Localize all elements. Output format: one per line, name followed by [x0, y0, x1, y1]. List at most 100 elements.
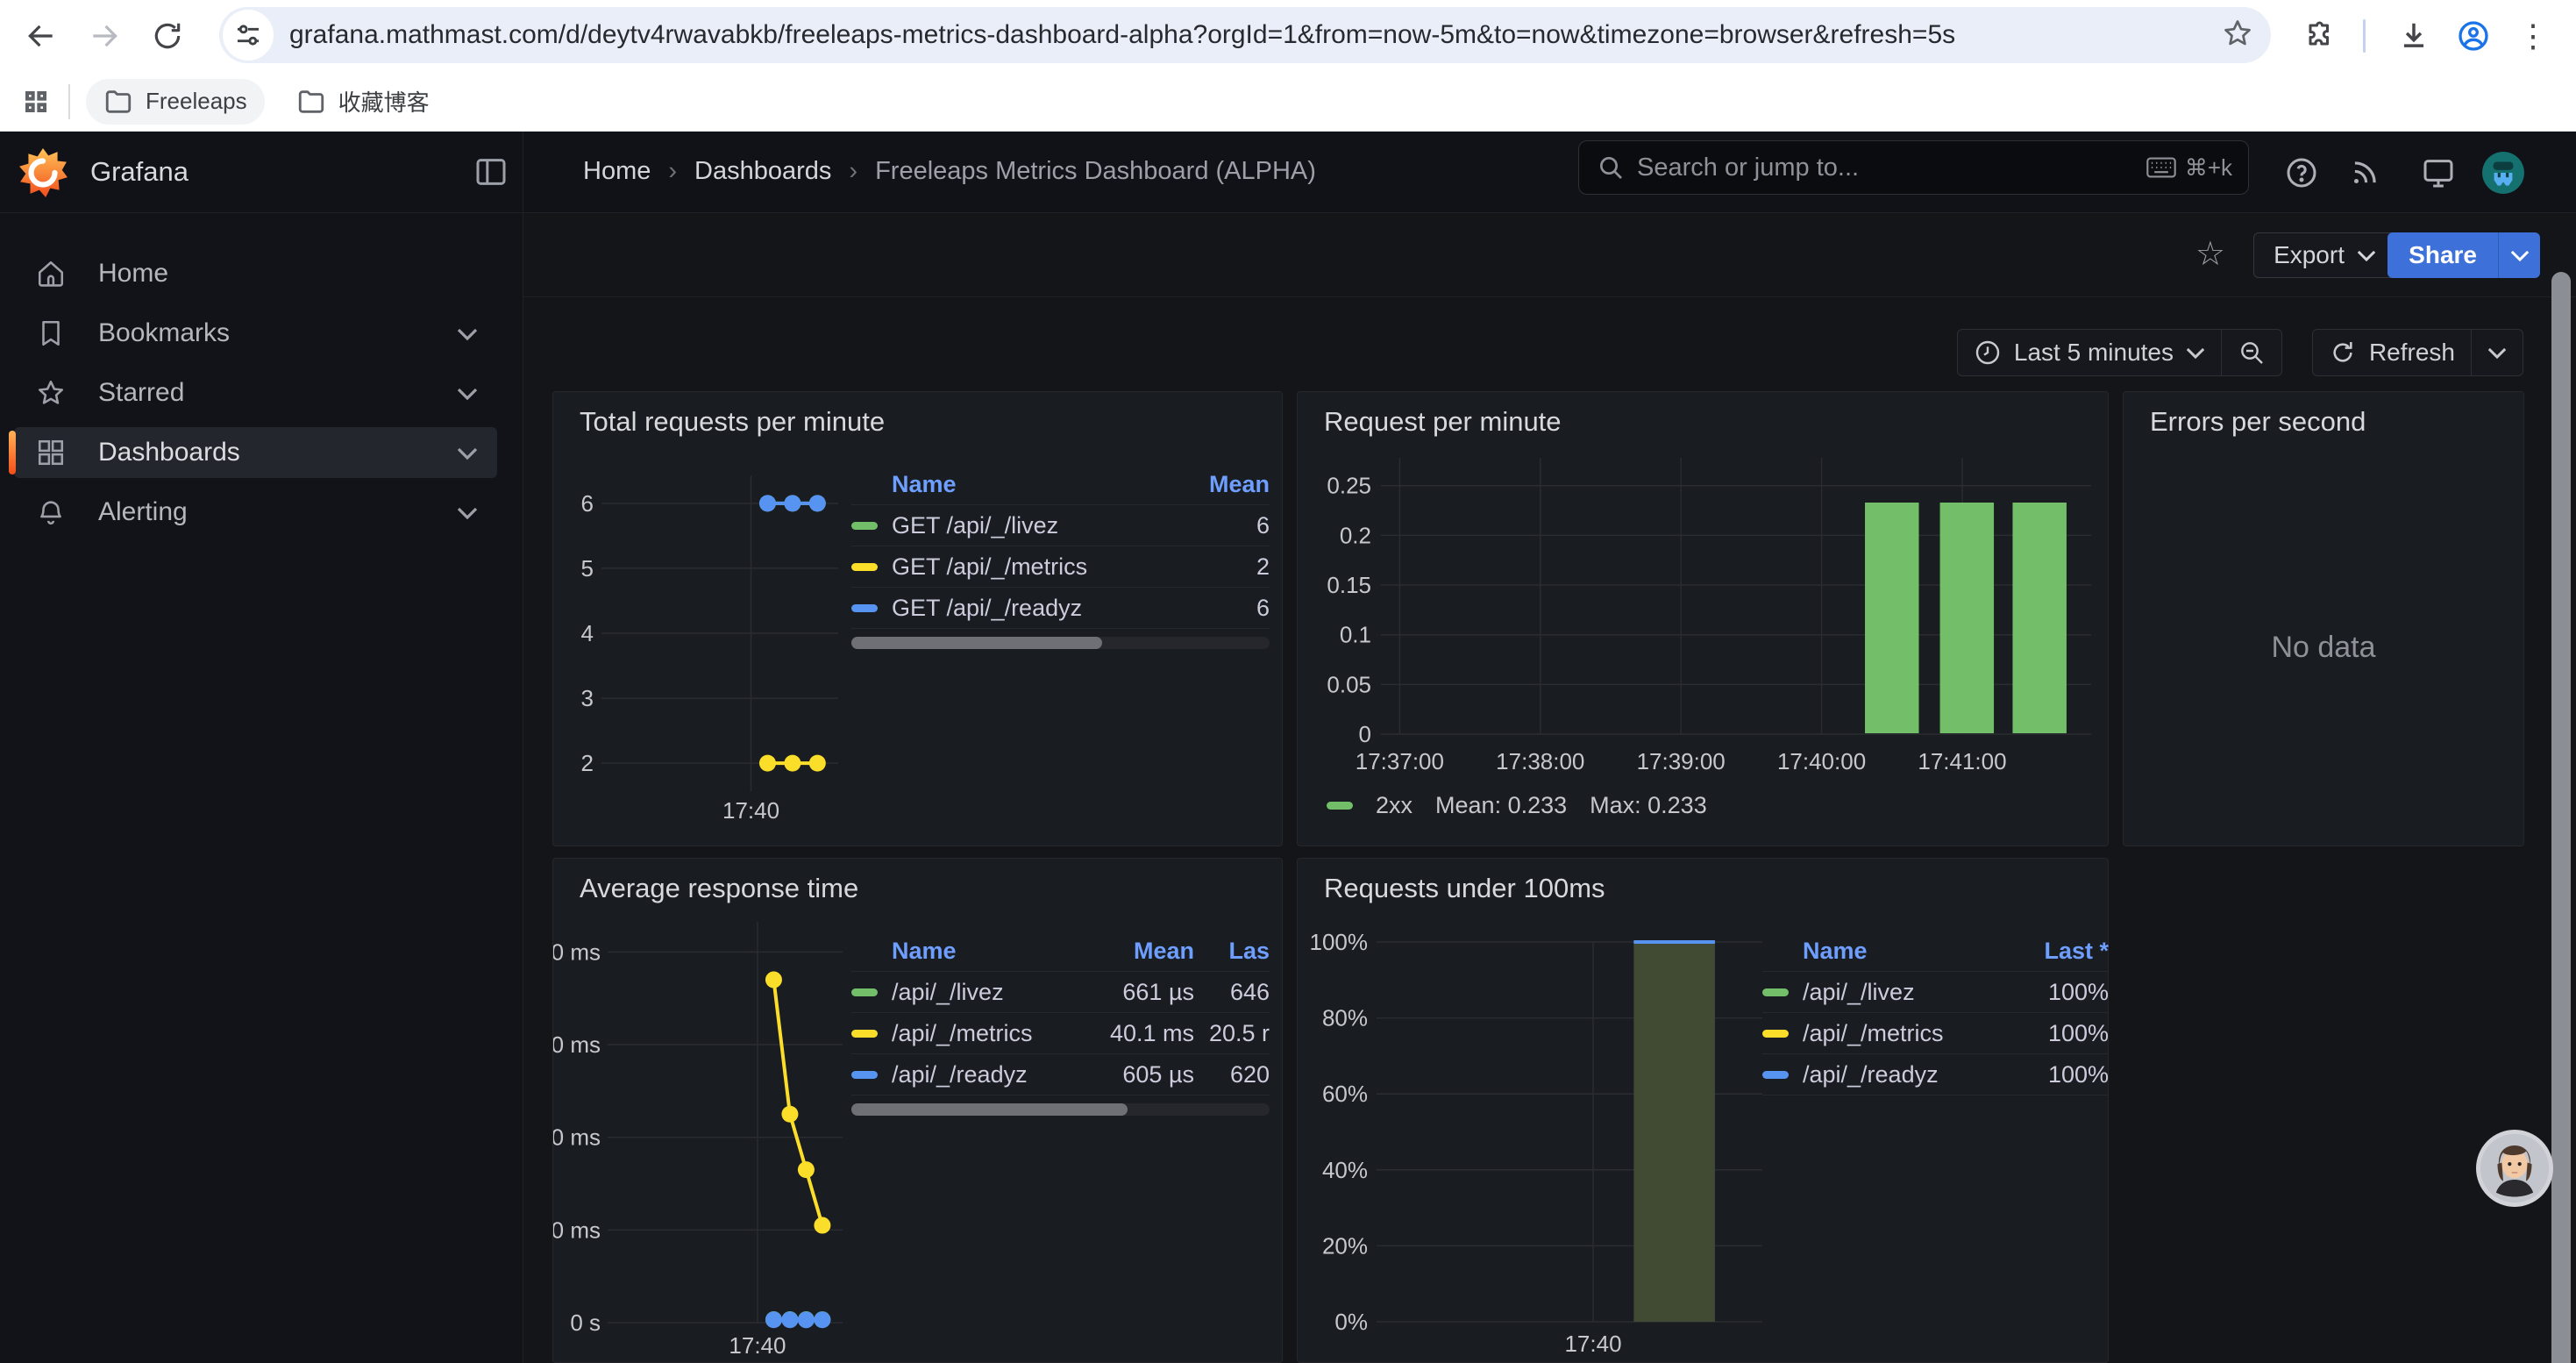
forward-button[interactable] — [81, 12, 128, 60]
breadcrumb-home[interactable]: Home — [583, 157, 651, 186]
breadcrumb-dashboards[interactable]: Dashboards — [694, 157, 831, 186]
chevron-down-icon — [2487, 346, 2507, 360]
legend-row[interactable]: /api/_/readyz 605 µs 620 — [851, 1054, 1270, 1095]
svg-text:100%: 100% — [1310, 929, 1369, 955]
url-bar[interactable]: grafana.mathmast.com/d/deytv4rwavabkb/fr… — [219, 7, 2271, 63]
svg-text:0 s: 0 s — [570, 1309, 601, 1336]
time-range-picker[interactable]: Last 5 minutes — [1957, 329, 2282, 376]
sidebar-item-home[interactable]: Home — [14, 248, 497, 299]
legend-col-name[interactable]: Name — [892, 471, 1182, 498]
legend-line[interactable]: 2xx Mean: 0.233 Max: 0.233 — [1327, 792, 1707, 819]
profile-icon[interactable] — [2450, 12, 2497, 60]
time-range-button[interactable]: Last 5 minutes — [1958, 330, 2221, 375]
downloads-icon[interactable] — [2390, 12, 2437, 60]
legend-col-last[interactable]: Last * — [2003, 938, 2109, 965]
legend-scrollbar[interactable] — [851, 1103, 1270, 1116]
legend-row[interactable]: /api/_/metrics 40.1 ms 20.5 r — [851, 1013, 1270, 1054]
toolbar-divider — [2363, 19, 2366, 53]
chevron-down-icon[interactable] — [457, 497, 478, 527]
svg-text:0.15: 0.15 — [1327, 572, 1371, 598]
apps-grid-icon[interactable] — [12, 78, 60, 125]
collapse-sidebar-icon[interactable] — [473, 154, 509, 194]
brand-area: Grafana — [0, 132, 523, 213]
bookmark-label: Freeleaps — [146, 88, 247, 115]
bookmark-star-icon[interactable] — [2222, 18, 2253, 54]
refresh-label: Refresh — [2369, 339, 2455, 367]
keyboard-icon — [2146, 156, 2176, 179]
legend-col-last[interactable]: Las — [1194, 938, 1270, 965]
legend-col-name[interactable]: Name — [1803, 938, 2003, 965]
share-menu-chevron[interactable] — [2498, 232, 2540, 278]
series-color-dash — [1762, 988, 1789, 996]
legend-row[interactable]: GET /api/_/readyz 6 — [851, 588, 1270, 629]
news-rss-icon[interactable] — [2343, 151, 2387, 195]
legend-row[interactable]: /api/_/readyz 100% — [1762, 1054, 2109, 1095]
legend-row[interactable]: GET /api/_/livez 6 — [851, 505, 1270, 546]
panel-title[interactable]: Errors per second — [2150, 406, 2366, 438]
refresh-picker[interactable]: Refresh — [2312, 329, 2523, 376]
series-color-dash — [851, 1071, 878, 1079]
sidebar-item-starred[interactable]: Starred — [14, 368, 497, 418]
zoom-out-button[interactable] — [2222, 330, 2281, 375]
legend-series: 2xx — [1376, 792, 1413, 819]
svg-text:60%: 60% — [1322, 1081, 1368, 1107]
series-color-dash — [851, 563, 878, 571]
user-avatar[interactable] — [2481, 151, 2525, 195]
sidebar-item-dashboards[interactable]: Dashboards — [14, 427, 497, 478]
display-icon[interactable] — [2416, 151, 2460, 195]
time-range-label: Last 5 minutes — [2014, 339, 2174, 367]
help-icon[interactable] — [2280, 151, 2323, 195]
no-data-message: No data — [2124, 631, 2523, 665]
legend-table: Name Last * /api/_/livez 100% /api/_/met… — [1762, 931, 2109, 1095]
legend-row[interactable]: /api/_/metrics 100% — [1762, 1013, 2109, 1054]
panel-errors-per-second: Errors per second No data — [2123, 391, 2524, 846]
site-settings-icon[interactable] — [223, 10, 274, 61]
bookmark-folder-freeleaps[interactable]: Freeleaps — [86, 79, 265, 125]
legend-row[interactable]: /api/_/livez 100% — [1762, 972, 2109, 1013]
legend-header: Name Mean — [851, 464, 1270, 505]
legend-scrollbar[interactable] — [851, 637, 1270, 649]
reload-button[interactable] — [144, 12, 191, 60]
chevron-down-icon[interactable] — [457, 378, 478, 408]
back-button[interactable] — [18, 12, 65, 60]
svg-text:17:39:00: 17:39:00 — [1637, 748, 1726, 774]
search-box[interactable]: ⌘+k — [1578, 140, 2249, 195]
svg-text:0.25: 0.25 — [1327, 473, 1371, 499]
extensions-icon[interactable] — [2297, 12, 2345, 60]
chevron-down-icon[interactable] — [457, 438, 478, 467]
favorite-dashboard-icon[interactable]: ☆ — [2195, 238, 2225, 271]
page-scrollbar[interactable] — [2551, 272, 2571, 1363]
export-button[interactable]: Export — [2253, 232, 2396, 278]
svg-text:4: 4 — [581, 620, 594, 646]
legend-mean: Mean: 0.233 — [1435, 792, 1567, 819]
search-icon — [1597, 153, 1625, 182]
svg-text:40 ms: 40 ms — [553, 1124, 601, 1151]
legend-row[interactable]: /api/_/livez 661 µs 646 — [851, 972, 1270, 1013]
legend-header: Name Mean Las — [851, 931, 1270, 972]
share-button[interactable]: Share — [2387, 232, 2540, 278]
sidebar: Home Bookmarks Starred Dashboards Alerti… — [0, 213, 523, 1363]
svg-text:0%: 0% — [1334, 1309, 1368, 1335]
chevron-down-icon[interactable] — [457, 318, 478, 348]
sidebar-item-alerting[interactable]: Alerting — [14, 487, 497, 538]
refresh-button[interactable]: Refresh — [2313, 330, 2471, 375]
grafana-logo — [18, 147, 68, 198]
search-input[interactable] — [1637, 153, 2146, 182]
url-text[interactable]: grafana.mathmast.com/d/deytv4rwavabkb/fr… — [289, 20, 2222, 50]
sidebar-item-label: Dashboards — [98, 438, 240, 467]
browser-menu-icon[interactable]: ⋮ — [2509, 12, 2557, 60]
bookmark-folder-blogs[interactable]: 收藏博客 — [279, 79, 447, 125]
assistant-avatar[interactable] — [2476, 1130, 2553, 1207]
legend-row[interactable]: GET /api/_/metrics 2 — [851, 546, 1270, 588]
legend-col-mean[interactable]: Mean — [1063, 938, 1194, 965]
home-icon — [35, 258, 67, 289]
svg-text:5: 5 — [581, 555, 594, 582]
search-shortcut: ⌘+k — [2146, 154, 2232, 182]
brand-name: Grafana — [90, 156, 189, 188]
legend-col-name[interactable]: Name — [892, 938, 1063, 965]
clock-icon — [1974, 339, 2002, 367]
refresh-interval-chevron[interactable] — [2472, 330, 2523, 375]
zoom-out-icon — [2238, 339, 2266, 367]
sidebar-item-bookmarks[interactable]: Bookmarks — [14, 308, 497, 359]
legend-col-mean[interactable]: Mean — [1182, 471, 1270, 498]
